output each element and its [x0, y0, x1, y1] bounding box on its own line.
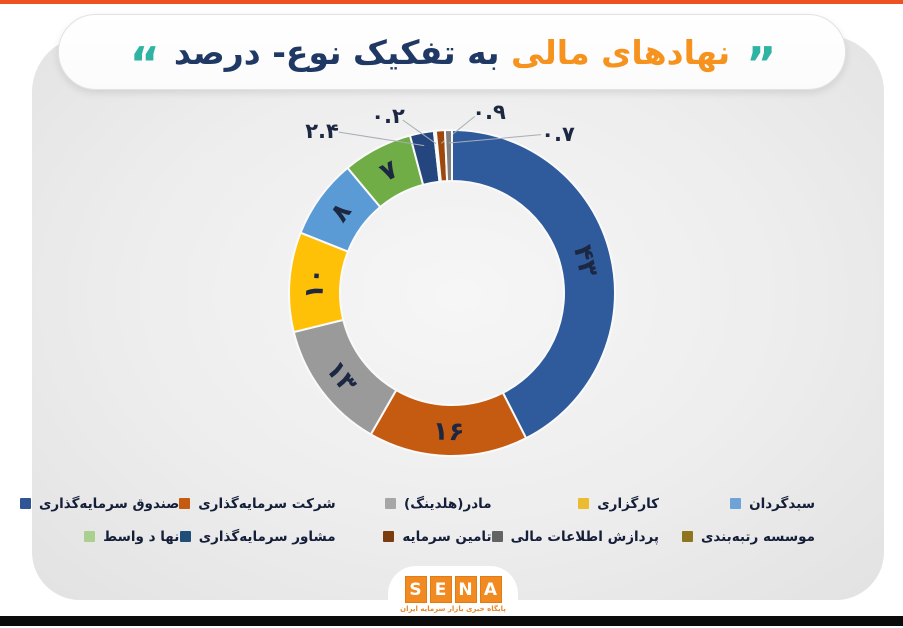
legend-item: سبدگردان	[659, 496, 815, 512]
legend-item: نها د واسط	[20, 529, 179, 545]
segment-value-label: ۴۳	[567, 242, 604, 280]
donut-segment-9	[443, 128, 453, 183]
chart-legend: سبدگردان کارگزاری مادر(هلدینگ) شرکت سرمایه‌…	[20, 487, 815, 553]
legend-swatch	[383, 531, 395, 542]
logo-tagline: پایگاه خبری بازار سرمایه ایران	[400, 605, 506, 613]
legend-item-label: سبدگردان	[749, 495, 815, 512]
page-title-highlight: نهادهای مالی	[511, 32, 731, 72]
legend-swatch	[179, 498, 191, 509]
logo-letter-tile: A	[479, 576, 502, 603]
legend-item-label: تامین سرمایه	[402, 528, 492, 545]
callout-leader-line	[448, 134, 542, 144]
legend-item-label: مادر(هلدینگ)	[404, 495, 492, 512]
callout-leader-line	[338, 131, 425, 147]
legend-swatch	[385, 498, 397, 509]
legend-item-label: صندوق سرمایه‌گذاری	[39, 495, 180, 512]
legend-swatch	[20, 498, 31, 509]
legend-swatch	[730, 498, 742, 509]
legend-item-label: پردازش اطلاعات مالی	[510, 528, 660, 545]
callout-leader-line	[402, 119, 437, 145]
logo-letter-tile: S	[404, 576, 427, 603]
segment-value-label: ۱۶	[432, 417, 464, 448]
segment-callout-label: ۰.۲	[371, 104, 405, 128]
page-title: نهادهای مالی به تفکیک نوع- درصد	[174, 33, 730, 72]
legend-item: تامین سرمایه	[336, 529, 492, 545]
legend-swatch	[491, 531, 503, 542]
legend-item: شرکت سرمایه‌گذاری	[179, 495, 336, 512]
segment-callout-label: ۲.۴	[305, 119, 339, 143]
top-accent-bar	[0, 0, 903, 4]
title-banner: “ نهادهای مالی به تفکیک نوع- درصد ”	[58, 14, 846, 90]
segment-callout-label: ۰.۹	[472, 100, 506, 124]
segment-callout-label: ۰.۷	[541, 122, 575, 146]
donut-segment-0	[451, 128, 616, 440]
bottom-bar	[0, 616, 903, 626]
legend-item: پردازش اطلاعات مالی	[491, 528, 660, 545]
legend-swatch	[681, 531, 693, 542]
legend-swatch	[84, 531, 96, 542]
legend-item: صندوق سرمایه‌گذاری	[20, 496, 179, 512]
legend-item: مشاور سرمایه‌گذاری	[179, 528, 336, 545]
legend-item-label: مشاور سرمایه‌گذاری	[198, 528, 336, 545]
page-title-rest: به تفکیک نوع- درصد	[173, 32, 500, 72]
segment-value-label: ۱۰	[299, 267, 331, 301]
legend-item-label: کارگزاری	[597, 495, 660, 512]
legend-item-label: موسسه رتبه‌بندی	[700, 528, 815, 545]
legend-item: کارگزاری	[492, 496, 659, 512]
logo-letter-tile: N	[454, 576, 477, 603]
legend-item: مادر(هلدینگ)	[336, 496, 492, 512]
legend-item-label: نها د واسط	[103, 528, 180, 545]
legend-swatch	[578, 498, 590, 509]
legend-item-label: شرکت سرمایه‌گذاری	[198, 495, 336, 512]
legend-item: موسسه رتبه‌بندی	[659, 529, 815, 545]
logo-letter-tile: E	[429, 576, 452, 603]
legend-swatch	[179, 531, 191, 542]
